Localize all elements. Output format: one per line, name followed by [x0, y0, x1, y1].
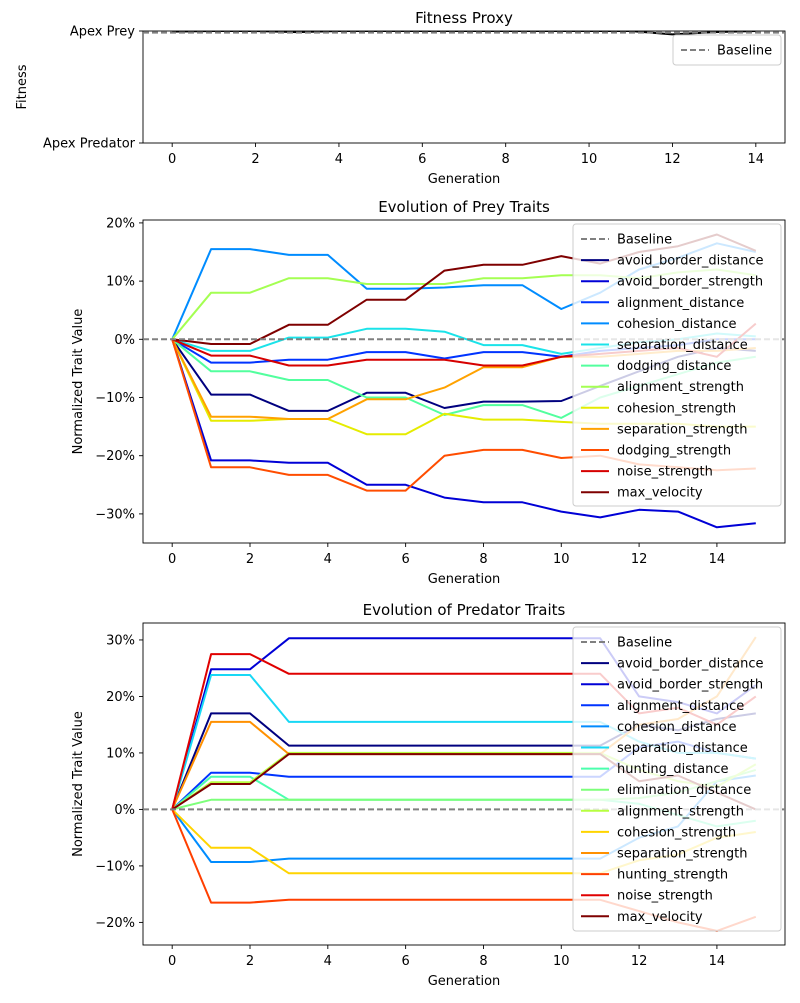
- legend-entry: cohesion_distance: [617, 720, 737, 735]
- legend: Baseline avoid_border_distance avoid_borde…: [572, 626, 782, 932]
- x-tick-label: 8: [502, 152, 510, 167]
- legend-entry: avoid_border_distance: [617, 254, 763, 269]
- legend-box: [572, 223, 782, 507]
- x-tick-label: 14: [709, 552, 726, 567]
- x-tick-label: 14: [709, 954, 726, 969]
- legend-entry: alignment_distance: [617, 699, 744, 714]
- y-axis-label: Normalized Trait Value: [71, 711, 86, 857]
- x-tick-label: 2: [246, 552, 254, 567]
- series-line-avoid-border-strength: [171, 338, 756, 529]
- legend-entry: avoid_border_distance: [617, 657, 763, 672]
- y-tick-label: 0%: [114, 803, 135, 818]
- x-tick-label: 6: [418, 152, 426, 167]
- legend-entry: hunting_strength: [617, 868, 728, 883]
- y-tick-label: Apex Prey: [70, 25, 135, 40]
- chart-panel-2: Evolution of Prey Traits 0 2 4 6 8 10 12 14 20% 10…: [71, 198, 786, 587]
- x-tick-label: 10: [553, 954, 570, 969]
- x-tick-label: 14: [748, 152, 765, 167]
- y-tick-label: 30%: [106, 633, 135, 648]
- x-axis-label: Generation: [428, 974, 501, 989]
- legend-entry: separation_distance: [617, 338, 748, 353]
- legend-entry: Baseline: [717, 44, 772, 59]
- x-tick-label: 2: [251, 152, 259, 167]
- y-tick-label: 20%: [106, 216, 135, 231]
- legend-entry: dodging_strength: [617, 444, 731, 459]
- y-axis-label: Normalized Trait Value: [71, 309, 86, 455]
- x-tick-label: 4: [324, 552, 332, 567]
- legend-entry: alignment_distance: [617, 296, 744, 311]
- x-tick-label: 8: [479, 552, 487, 567]
- y-tick-label: −20%: [95, 449, 135, 464]
- chart-title: Fitness Proxy: [415, 9, 513, 27]
- legend-entry: alignment_strength: [617, 804, 744, 819]
- legend-entry: hunting_distance: [617, 762, 729, 777]
- legend-entry: Baseline: [617, 233, 672, 248]
- legend-entry: max_velocity: [617, 486, 703, 501]
- x-axis-label: Generation: [428, 572, 501, 587]
- y-tick-label: −10%: [95, 391, 135, 406]
- y-tick-label: 10%: [106, 275, 135, 290]
- x-tick-label: 6: [401, 954, 409, 969]
- x-tick-label: 12: [631, 954, 648, 969]
- chart-panel-1: Fitness Proxy 0 2 4 6 8 10 12 14 Apex Prey Apex Pr…: [15, 9, 786, 187]
- x-tick-label: 0: [168, 552, 176, 567]
- x-tick-label: 12: [664, 152, 681, 167]
- legend-entry: Baseline: [617, 636, 672, 651]
- x-axis-label: Generation: [428, 172, 501, 187]
- x-tick-label: 2: [246, 954, 254, 969]
- chart-title: Evolution of Predator Traits: [363, 601, 566, 619]
- legend-entry: separation_strength: [617, 847, 747, 862]
- plot-area: [143, 31, 785, 36]
- legend-entry: avoid_border_strength: [617, 678, 763, 693]
- legend-entry: separation_distance: [617, 741, 748, 756]
- legend-entry: cohesion_distance: [617, 317, 737, 332]
- chart-panel-3: Evolution of Predator Traits 0 2 4 6 8 10 12 14 3…: [71, 601, 786, 989]
- x-tick-label: 4: [324, 954, 332, 969]
- legend-entry: max_velocity: [617, 910, 703, 925]
- legend-entry: separation_strength: [617, 422, 747, 437]
- legend-box: [672, 34, 782, 66]
- legend: Baseline avoid_border_distance avoid_borde…: [572, 223, 782, 507]
- legend-entry: noise_strength: [617, 889, 713, 904]
- chart-title: Evolution of Prey Traits: [378, 198, 550, 216]
- x-tick-label: 10: [581, 152, 598, 167]
- y-tick-label: −20%: [95, 916, 135, 931]
- x-tick-label: 4: [335, 152, 343, 167]
- x-tick-label: 0: [168, 152, 176, 167]
- x-tick-label: 8: [479, 954, 487, 969]
- plot-frame: [142, 219, 786, 544]
- legend-entry: dodging_distance: [617, 359, 731, 374]
- y-tick-label: −30%: [95, 507, 135, 522]
- y-axis-label: Fitness: [15, 64, 30, 109]
- x-tick-label: 6: [401, 552, 409, 567]
- legend-entry: noise_strength: [617, 465, 713, 480]
- y-tick-label: −10%: [95, 859, 135, 874]
- plot-frame: [142, 622, 786, 946]
- legend-entry: cohesion_strength: [617, 401, 736, 416]
- x-tick-label: 0: [168, 954, 176, 969]
- x-tick-label: 10: [553, 552, 570, 567]
- x-tick-label: 12: [631, 552, 648, 567]
- legend-entry: cohesion_strength: [617, 825, 736, 840]
- legend: Baseline: [672, 34, 782, 66]
- y-tick-label: 0%: [114, 333, 135, 348]
- legend-entry: avoid_border_strength: [617, 275, 763, 290]
- y-tick-label: 10%: [106, 746, 135, 761]
- legend-entry: elimination_distance: [617, 783, 751, 798]
- y-tick-label: Apex Predator: [43, 137, 136, 152]
- legend-entry: alignment_strength: [617, 380, 744, 395]
- legend-box: [572, 626, 782, 932]
- y-tick-label: 20%: [106, 690, 135, 705]
